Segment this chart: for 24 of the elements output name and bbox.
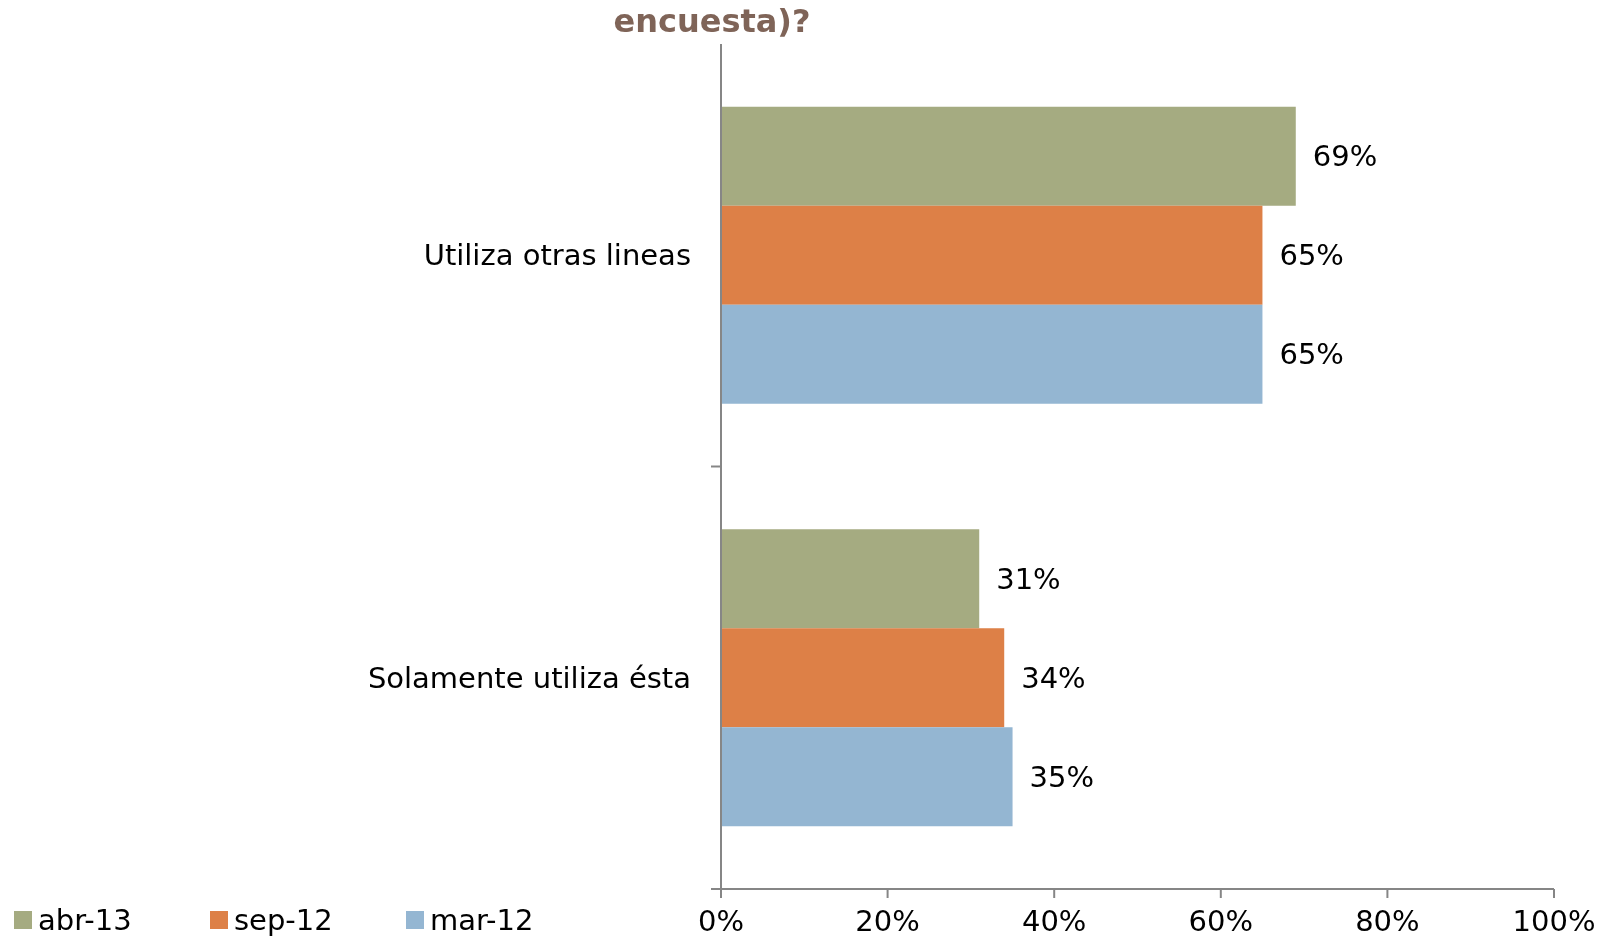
bar [721,106,1296,206]
data-label: 65% [1279,238,1344,273]
bar [721,529,980,629]
x-tick-label: 40% [1021,904,1087,938]
bar [721,628,1005,728]
y-tick-label: Utiliza otras lineas [423,238,691,273]
data-label: 34% [1021,660,1086,695]
data-label: 35% [1029,759,1095,794]
bar [721,304,1263,404]
x-tick-label: 100% [1512,904,1596,938]
x-tick-label: 60% [1188,904,1254,938]
data-label: 69% [1312,139,1378,174]
legend-label: abr-13 [38,903,132,938]
bar [721,205,1263,305]
y-tick-label: Solamente utiliza ésta [367,660,691,695]
legend-label: mar-12 [430,903,534,938]
chart-title: encuesta)? [613,2,811,40]
data-label: 31% [996,561,1061,596]
bar [721,727,1013,827]
x-tick-label: 80% [1355,904,1420,938]
data-label: 65% [1279,337,1344,372]
x-tick-label: 20% [855,904,920,938]
x-tick-label: 0% [697,904,745,938]
legend-label: sep-12 [234,903,333,938]
